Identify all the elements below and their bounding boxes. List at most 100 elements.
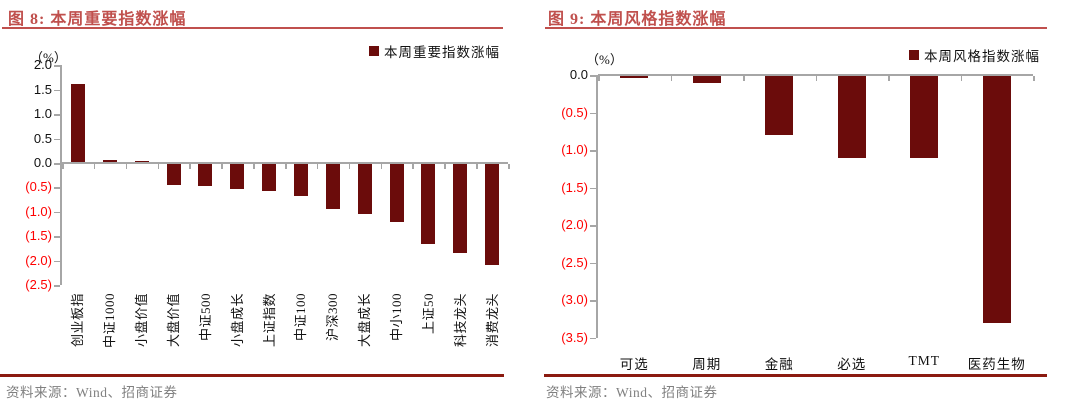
y-tick-mark bbox=[54, 285, 60, 287]
x-axis-label-上证50: 上证50 bbox=[420, 292, 436, 334]
x-axis-label-医药生物: 医药生物 bbox=[967, 357, 1026, 372]
source-note: 资料来源：Wind、招商证券 bbox=[6, 385, 178, 400]
bar-消费龙头 bbox=[485, 163, 500, 266]
x-tick-mark bbox=[960, 76, 962, 81]
y-axis-label: (1.0) bbox=[25, 203, 52, 219]
x-axis-label-金融: 金融 bbox=[764, 357, 794, 372]
x-tick-mark bbox=[157, 164, 160, 169]
x-axis-label-大盘成长: 大盘成长 bbox=[357, 292, 373, 347]
x-tick-mark bbox=[508, 164, 510, 169]
x-axis-label-中证100: 中证100 bbox=[293, 292, 309, 341]
bar-TMT bbox=[910, 75, 939, 158]
figure-9-panel: 图 9: 本周风格指数涨幅 本周风格指数涨幅 （%） 0.0 (0.5) (1.0)… bbox=[540, 0, 1080, 406]
y-axis-label: (2.5) bbox=[561, 254, 588, 270]
y-tick-mark bbox=[54, 163, 60, 165]
zero-baseline bbox=[598, 74, 1033, 76]
y-tick-mark bbox=[54, 211, 60, 214]
x-tick-mark bbox=[743, 76, 745, 81]
x-tick-mark bbox=[93, 164, 96, 169]
figure-8-panel: 图 8: 本周重要指数涨幅 本周重要指数涨幅 （%） 2.0 1.5 1.0 0.5 0… bbox=[0, 11, 510, 400]
x-axis-label-可选: 可选 bbox=[619, 357, 649, 372]
x-axis-label-小盘成长: 小盘成长 bbox=[229, 292, 245, 347]
x-tick-mark bbox=[888, 76, 890, 81]
y-axis-line bbox=[596, 75, 598, 338]
source-note: 资料来源：Wind、招商证券 bbox=[546, 385, 718, 400]
y-axis-label: (0.5) bbox=[561, 104, 588, 120]
bar-大盘成长 bbox=[357, 163, 372, 215]
y-tick-mark bbox=[54, 187, 60, 189]
legend-label: 本周重要指数涨幅 bbox=[384, 45, 500, 60]
bar-必选 bbox=[837, 75, 866, 158]
bar-中证1000 bbox=[102, 159, 117, 163]
bar-小盘成长 bbox=[230, 163, 245, 190]
y-tick-mark bbox=[54, 236, 60, 238]
x-axis-label-消费龙头: 消费龙头 bbox=[484, 292, 500, 347]
y-tick-mark bbox=[590, 75, 596, 77]
x-axis-label-大盘价值: 大盘价值 bbox=[166, 292, 181, 347]
y-tick-mark bbox=[54, 65, 60, 67]
y-tick-mark bbox=[590, 150, 596, 152]
y-tick-mark bbox=[590, 262, 596, 264]
y-axis-unit-label: （%） bbox=[30, 50, 67, 65]
legend-label: 本周风格指数涨幅 bbox=[924, 49, 1040, 64]
figure-9-title-underline bbox=[545, 27, 1047, 29]
y-tick-mark bbox=[54, 89, 60, 92]
x-axis-label-创业板指: 创业板指 bbox=[70, 292, 86, 347]
y-tick-mark bbox=[590, 112, 596, 114]
x-axis-label-上证指数: 上证指数 bbox=[261, 292, 277, 347]
y-axis-label: (3.0) bbox=[561, 292, 588, 307]
bar-医药生物 bbox=[982, 75, 1011, 323]
x-axis-label-必选: 必选 bbox=[837, 357, 867, 372]
x-tick-mark bbox=[380, 164, 383, 169]
bar-沪深300 bbox=[325, 163, 340, 210]
bar-中证100 bbox=[293, 163, 308, 197]
x-axis-label-中小100: 中小100 bbox=[389, 292, 404, 341]
bar-创业板指 bbox=[70, 84, 85, 163]
figure-8-title: 图 8: 本周重要指数涨幅 bbox=[8, 11, 187, 28]
figure-8-title-underline bbox=[2, 27, 503, 29]
x-tick-mark bbox=[598, 76, 600, 81]
x-axis-label-小盘价值: 小盘价值 bbox=[134, 292, 150, 347]
footer-divider bbox=[0, 374, 504, 377]
x-tick-mark bbox=[62, 164, 64, 169]
bar-科技龙头 bbox=[453, 163, 468, 254]
y-axis-label: 0.0 bbox=[33, 155, 52, 170]
bar-上证50 bbox=[421, 163, 436, 244]
figure-8-plot-area: 2.0 1.5 1.0 0.5 0.0 (0.5) (1.0) (1.5) (2.0) (2.5)… bbox=[25, 58, 510, 348]
y-axis-label: (0.5) bbox=[25, 179, 52, 195]
x-tick-mark bbox=[670, 76, 672, 81]
x-axis-label-沪深300: 沪深300 bbox=[325, 292, 341, 341]
x-axis-label-TMT: TMT bbox=[908, 353, 940, 368]
x-tick-mark bbox=[221, 164, 223, 169]
y-axis-label: 1.0 bbox=[33, 106, 52, 122]
bar-上证指数 bbox=[262, 163, 277, 191]
x-tick-mark bbox=[412, 164, 414, 169]
y-tick-mark bbox=[590, 337, 596, 339]
x-tick-mark bbox=[189, 164, 191, 169]
y-axis-label: (1.0) bbox=[561, 142, 588, 157]
y-axis-line bbox=[60, 65, 62, 285]
zero-baseline bbox=[62, 162, 508, 164]
y-axis-label: (1.5) bbox=[25, 228, 52, 244]
y-tick-mark bbox=[54, 138, 60, 141]
figure-8-legend: 本周重要指数涨幅 bbox=[369, 41, 500, 61]
legend-swatch-icon bbox=[369, 46, 379, 56]
bar-金融 bbox=[765, 75, 794, 135]
y-tick-mark bbox=[54, 260, 60, 263]
y-tick-mark bbox=[590, 300, 596, 302]
y-tick-mark bbox=[590, 187, 596, 189]
legend-swatch-icon bbox=[909, 50, 919, 60]
bar-周期 bbox=[692, 75, 721, 84]
y-tick-mark bbox=[590, 225, 596, 227]
figure-9-title: 图 9: 本周风格指数涨幅 bbox=[548, 11, 727, 28]
x-axis-label-中证500: 中证500 bbox=[197, 292, 213, 341]
figure-9-legend: 本周风格指数涨幅 bbox=[909, 45, 1040, 65]
y-axis-unit-label: （%） bbox=[586, 52, 623, 67]
y-axis-label: (2.0) bbox=[561, 217, 588, 232]
figure-9-plot-area: 0.0 (0.5) (1.0) (1.5) (2.0) (2.5) (3.0) (3.5) 可选… bbox=[540, 0, 1080, 406]
bar-可选 bbox=[620, 75, 649, 78]
y-axis-label: (1.5) bbox=[561, 179, 588, 195]
x-tick-mark bbox=[125, 164, 128, 169]
x-tick-mark bbox=[253, 164, 255, 169]
